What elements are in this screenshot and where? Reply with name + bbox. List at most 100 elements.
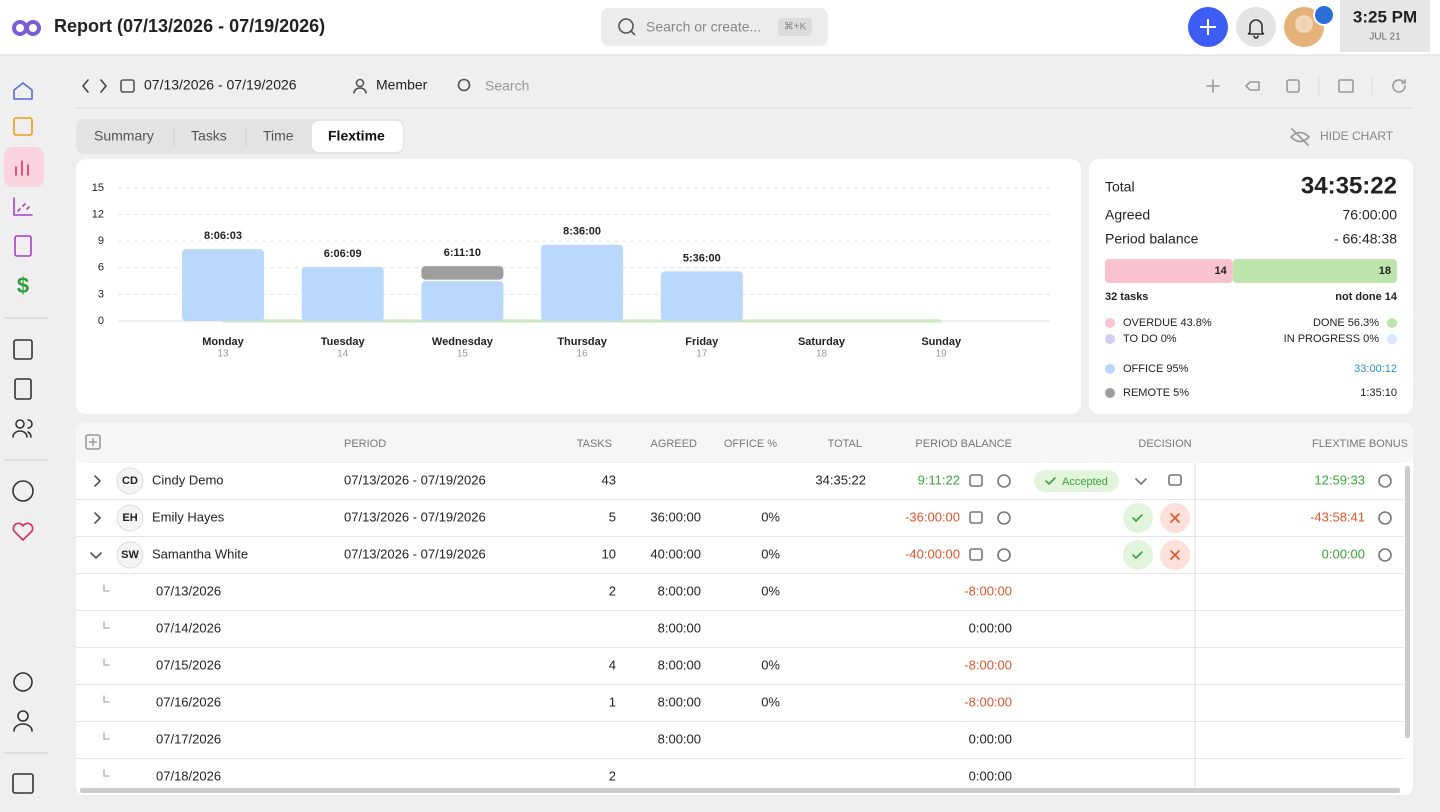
tree-line [103, 621, 110, 629]
y-tick-label: 3 [98, 288, 104, 300]
tree-line [103, 584, 110, 592]
lock-icon[interactable] [969, 474, 983, 487]
member-filter[interactable]: Member [376, 77, 428, 93]
legend-label: IN PROGRESS 0% [1284, 333, 1380, 345]
cell: 07/14/2026 [156, 620, 221, 635]
tab[interactable]: Time [263, 128, 294, 144]
add-action[interactable] [1206, 79, 1220, 93]
cell: 0:00:00 [969, 620, 1012, 635]
hide-chart-icon [1290, 128, 1310, 146]
nav-settings[interactable] [13, 672, 33, 692]
cell: 0% [761, 583, 780, 598]
x-tick-label: Thursday [557, 336, 607, 348]
value-label: 5:36:00 [683, 252, 721, 264]
member-icon [355, 78, 365, 88]
hide-chart[interactable]: HIDE CHART [1320, 129, 1394, 143]
task-count: 32 tasks [1105, 291, 1148, 303]
cell: 43 [602, 472, 616, 487]
comment-icon[interactable] [1168, 474, 1182, 486]
x-tick-sub: 14 [337, 349, 349, 360]
avatar [116, 504, 144, 532]
scrollbar[interactable] [80, 788, 1400, 793]
tab[interactable]: Summary [94, 128, 154, 144]
cell: -36:00:00 [905, 509, 960, 524]
cell: 36:00:00 [650, 509, 701, 524]
clear-action[interactable] [1245, 81, 1260, 91]
nav-billing[interactable]: $ [17, 273, 29, 298]
edit-icon[interactable] [969, 511, 983, 524]
table-action[interactable] [1338, 79, 1354, 93]
y-tick-label: 6 [98, 262, 104, 274]
check-icon [1132, 514, 1143, 522]
summary-card [1089, 159, 1413, 414]
cell: Samantha White [152, 546, 248, 561]
nav-profile[interactable] [17, 710, 29, 722]
search-icon [457, 78, 471, 92]
expand-toggle[interactable] [94, 512, 101, 524]
bar[interactable] [541, 244, 624, 321]
check-icon [1045, 477, 1056, 485]
bar[interactable] [182, 249, 264, 321]
info-icon[interactable] [997, 474, 1011, 488]
bar[interactable] [301, 266, 384, 321]
nav-contacts[interactable] [13, 339, 33, 360]
collapse-sidebar[interactable] [12, 773, 34, 794]
add-column[interactable] [85, 434, 101, 450]
nav-team[interactable] [15, 419, 25, 429]
period-nav[interactable] [82, 79, 107, 93]
tab[interactable]: Tasks [191, 128, 227, 144]
cell: 07/13/2026 - 07/19/2026 [344, 509, 486, 524]
edit-icon[interactable] [969, 548, 983, 561]
nav-home[interactable] [13, 82, 33, 100]
legend-label: TO DO 0% [1123, 333, 1177, 345]
x-tick-label: Tuesday [321, 336, 366, 348]
column-header: TASKS [577, 438, 612, 450]
x-tick-sub: 18 [816, 349, 828, 360]
bonus-icon[interactable] [1378, 511, 1392, 525]
nav-analytics[interactable] [13, 197, 33, 216]
notifications-button[interactable] [1236, 7, 1276, 47]
tab[interactable]: Flextime [328, 128, 385, 144]
toolbar-actions [1206, 79, 1406, 93]
x-tick-sub: 16 [577, 349, 589, 360]
x-tick-sub: 13 [217, 349, 229, 360]
cell: -8:00:00 [964, 583, 1012, 598]
tab-active [312, 121, 403, 152]
date-range[interactable]: 07/13/2026 - 07/19/2026 [144, 77, 297, 93]
bar[interactable] [421, 266, 504, 280]
nav-documents[interactable] [14, 235, 32, 257]
nav-help[interactable] [12, 480, 34, 502]
bell-icon [1247, 19, 1265, 39]
column-header: PERIOD [344, 438, 386, 450]
refresh-action[interactable] [1392, 79, 1406, 93]
logo[interactable] [12, 20, 41, 36]
search-icon [618, 18, 634, 34]
nav-favorites[interactable] [12, 522, 34, 541]
info-icon[interactable] [997, 548, 1011, 562]
nav-calendar[interactable] [13, 117, 33, 136]
decision-pill [1034, 470, 1119, 492]
column-header: DECISION [1138, 438, 1191, 450]
bonus-icon[interactable] [1378, 474, 1392, 488]
page-title: Report (07/13/2026 - 07/19/2026) [54, 16, 325, 36]
nav-reports[interactable] [15, 160, 29, 176]
cell: 12:59:33 [1314, 472, 1365, 487]
nav-tasks[interactable] [14, 378, 32, 400]
cell: 07/16/2026 [156, 694, 221, 709]
time: 3:25 PM [1353, 7, 1417, 26]
search-box[interactable] [601, 8, 828, 46]
table-header [76, 423, 1413, 463]
expand-toggle[interactable] [94, 475, 101, 487]
save-action[interactable] [1286, 79, 1300, 93]
bar[interactable] [421, 281, 504, 321]
expand-toggle[interactable] [90, 552, 102, 559]
decision-menu[interactable] [1135, 478, 1147, 485]
cell: 0% [761, 546, 780, 561]
toolbar-search[interactable]: Search [485, 78, 529, 94]
scrollbar[interactable] [1405, 466, 1410, 738]
bonus-icon[interactable] [1378, 548, 1392, 562]
label: Period balance [1105, 231, 1199, 247]
info-icon[interactable] [997, 511, 1011, 525]
bar[interactable] [660, 271, 743, 321]
